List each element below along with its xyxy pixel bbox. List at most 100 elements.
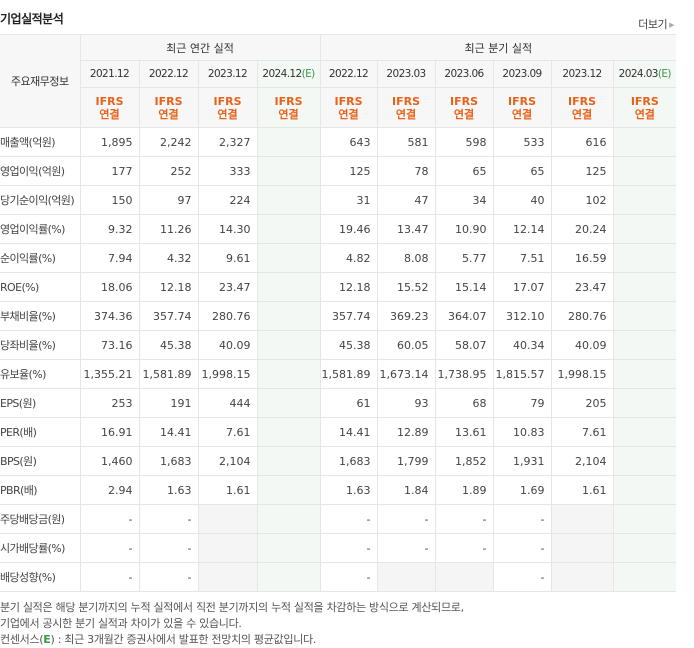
data-cell (612, 301, 677, 331)
period-header: 2023.12 (550, 60, 614, 88)
table-row: BPS(원) 1,460 1,683 2,104 1,683 1,799 1,852 1,93… (0, 446, 677, 476)
data-cell: - (319, 533, 378, 563)
data-cell (612, 475, 677, 505)
data-cell: 643 (319, 127, 378, 157)
data-cell: 1.89 (434, 475, 494, 505)
row-label: 영업이익률(%) (0, 214, 81, 244)
row-label: 순이익률(%) (0, 243, 81, 273)
data-cell: - (492, 533, 552, 563)
row-label: BPS(원) (0, 446, 81, 476)
table-row: 매출액(억원) 1,895 2,242 2,327 643 581 598 533 616 (0, 127, 677, 157)
data-cell (256, 562, 321, 592)
data-cell: - (79, 533, 140, 563)
data-cell: 125 (319, 156, 378, 186)
data-cell (256, 475, 321, 505)
data-cell: 61 (319, 388, 378, 418)
data-cell: 2.94 (79, 475, 140, 505)
data-cell: 2,104 (197, 446, 258, 476)
ifrs-basis-header: IFRS 연결 (376, 87, 436, 128)
data-cell: 150 (79, 185, 140, 215)
data-cell: 1.84 (376, 475, 436, 505)
data-cell: 1,683 (319, 446, 378, 476)
data-cell: 12.18 (138, 272, 199, 302)
data-cell: 12.89 (376, 417, 436, 447)
data-cell: 40.34 (492, 330, 552, 360)
data-cell: 125 (550, 156, 614, 186)
data-cell: 1,673.14 (376, 359, 436, 389)
table-row: 당좌비율(%) 73.16 45.38 40.09 45.38 60.05 58.07 40.… (0, 330, 677, 360)
data-cell: 7.61 (550, 417, 614, 447)
table-row: PER(배) 16.91 14.41 7.61 14.41 12.89 13.61 10.83… (0, 417, 677, 447)
data-cell (197, 562, 258, 592)
data-cell: 15.52 (376, 272, 436, 302)
data-cell: 2,327 (197, 127, 258, 157)
data-cell: 7.61 (197, 417, 258, 447)
table-row: 유보율(%) 1,355.21 1,581.89 1,998.15 1,581.89 1,… (0, 359, 677, 389)
data-cell (612, 127, 677, 157)
footnotes: 분기 실적은 해당 분기까지의 누적 실적에서 직전 분기까지의 누적 실적을 … (0, 600, 464, 648)
data-cell: 357.74 (138, 301, 199, 331)
data-cell: 1,931 (492, 446, 552, 476)
data-cell: 68 (434, 388, 494, 418)
data-cell: 4.32 (138, 243, 199, 273)
data-cell: 18.06 (79, 272, 140, 302)
data-cell: 444 (197, 388, 258, 418)
data-cell: 14.41 (138, 417, 199, 447)
estimate-marker: E (43, 633, 51, 646)
data-cell (612, 504, 677, 534)
data-cell (612, 388, 677, 418)
data-cell: 7.51 (492, 243, 552, 273)
ifrs-basis-header: IFRS 연결 (197, 87, 258, 128)
data-cell: 357.74 (319, 301, 378, 331)
data-cell: 10.90 (434, 214, 494, 244)
data-cell (256, 504, 321, 534)
data-cell: 1.61 (550, 475, 614, 505)
data-cell: 47 (376, 185, 436, 215)
data-cell: 15.14 (434, 272, 494, 302)
data-cell (256, 243, 321, 273)
data-cell: - (319, 504, 378, 534)
data-cell (376, 562, 436, 592)
more-link[interactable]: 더보기 ▶ (638, 16, 674, 32)
data-cell (256, 301, 321, 331)
ifrs-basis-header: IFRS 연결 (434, 87, 494, 128)
data-cell (256, 446, 321, 476)
data-cell: 191 (138, 388, 199, 418)
data-cell: 9.61 (197, 243, 258, 273)
row-label: 부채비율(%) (0, 301, 81, 331)
data-cell (612, 417, 677, 447)
data-cell (256, 330, 321, 360)
data-cell: 73.16 (79, 330, 140, 360)
data-cell: 1,460 (79, 446, 140, 476)
estimate-marker: (E) (301, 68, 316, 80)
data-cell: 4.82 (319, 243, 378, 273)
data-cell (256, 533, 321, 563)
data-cell: 2,242 (138, 127, 199, 157)
data-cell: 12.18 (319, 272, 378, 302)
data-cell (197, 504, 258, 534)
data-cell: 78 (376, 156, 436, 186)
ifrs-basis-header: IFRS 연결 (492, 87, 552, 128)
row-label: 영업이익(억원) (0, 156, 81, 186)
annual-group-header: 최근 연간 실적 (79, 34, 321, 61)
data-cell: 252 (138, 156, 199, 186)
period-header: 2024.12(E) (256, 60, 321, 88)
data-cell: 177 (79, 156, 140, 186)
data-cell: 1,998.15 (550, 359, 614, 389)
data-cell: - (434, 504, 494, 534)
data-cell: 13.47 (376, 214, 436, 244)
data-cell (256, 272, 321, 302)
row-label: 매출액(억원) (0, 127, 81, 157)
table-row: 순이익률(%) 7.94 4.32 9.61 4.82 8.08 5.77 7.51 16.59 (0, 243, 677, 273)
row-label: PBR(배) (0, 475, 81, 505)
data-cell: 1,738.95 (434, 359, 494, 389)
period-header: 2023.09 (492, 60, 552, 88)
row-label: ROE(%) (0, 272, 81, 302)
row-label: 당기순이익(억원) (0, 185, 81, 215)
data-cell: 20.24 (550, 214, 614, 244)
data-cell: 102 (550, 185, 614, 215)
data-cell: - (376, 504, 436, 534)
data-cell (256, 359, 321, 389)
table-row: 당기순이익(억원) 150 97 224 31 47 34 40 102 (0, 185, 677, 215)
data-cell: 31 (319, 185, 378, 215)
